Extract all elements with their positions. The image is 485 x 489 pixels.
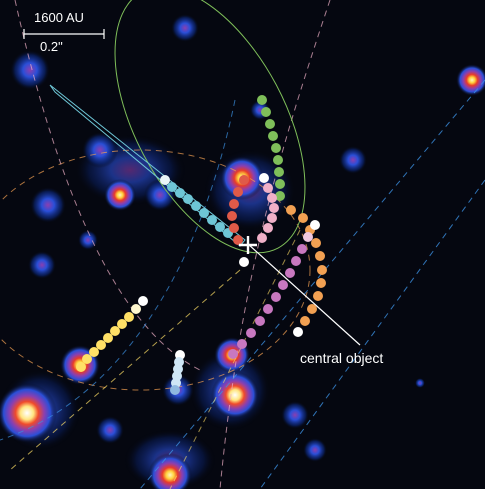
scale-bar [23, 29, 105, 39]
scale-angle-label: 0.2" [40, 39, 63, 54]
central-pointer-line [247, 243, 361, 346]
pink-orbit-dots [257, 173, 279, 243]
plus-icon [239, 236, 257, 254]
red-orbit-dots [227, 175, 249, 245]
green-orbit-dots [257, 95, 285, 201]
scale-distance-label: 1600 AU [34, 10, 84, 25]
white-orbit-dot [239, 257, 249, 267]
central-object-label: central object [300, 350, 384, 366]
magenta-orbit-dots [228, 220, 320, 359]
stars [0, 14, 485, 489]
blue-orbit-dots [170, 350, 185, 395]
cyan-orbit-dots [160, 175, 233, 238]
yellow-orbit-dots [76, 296, 148, 372]
